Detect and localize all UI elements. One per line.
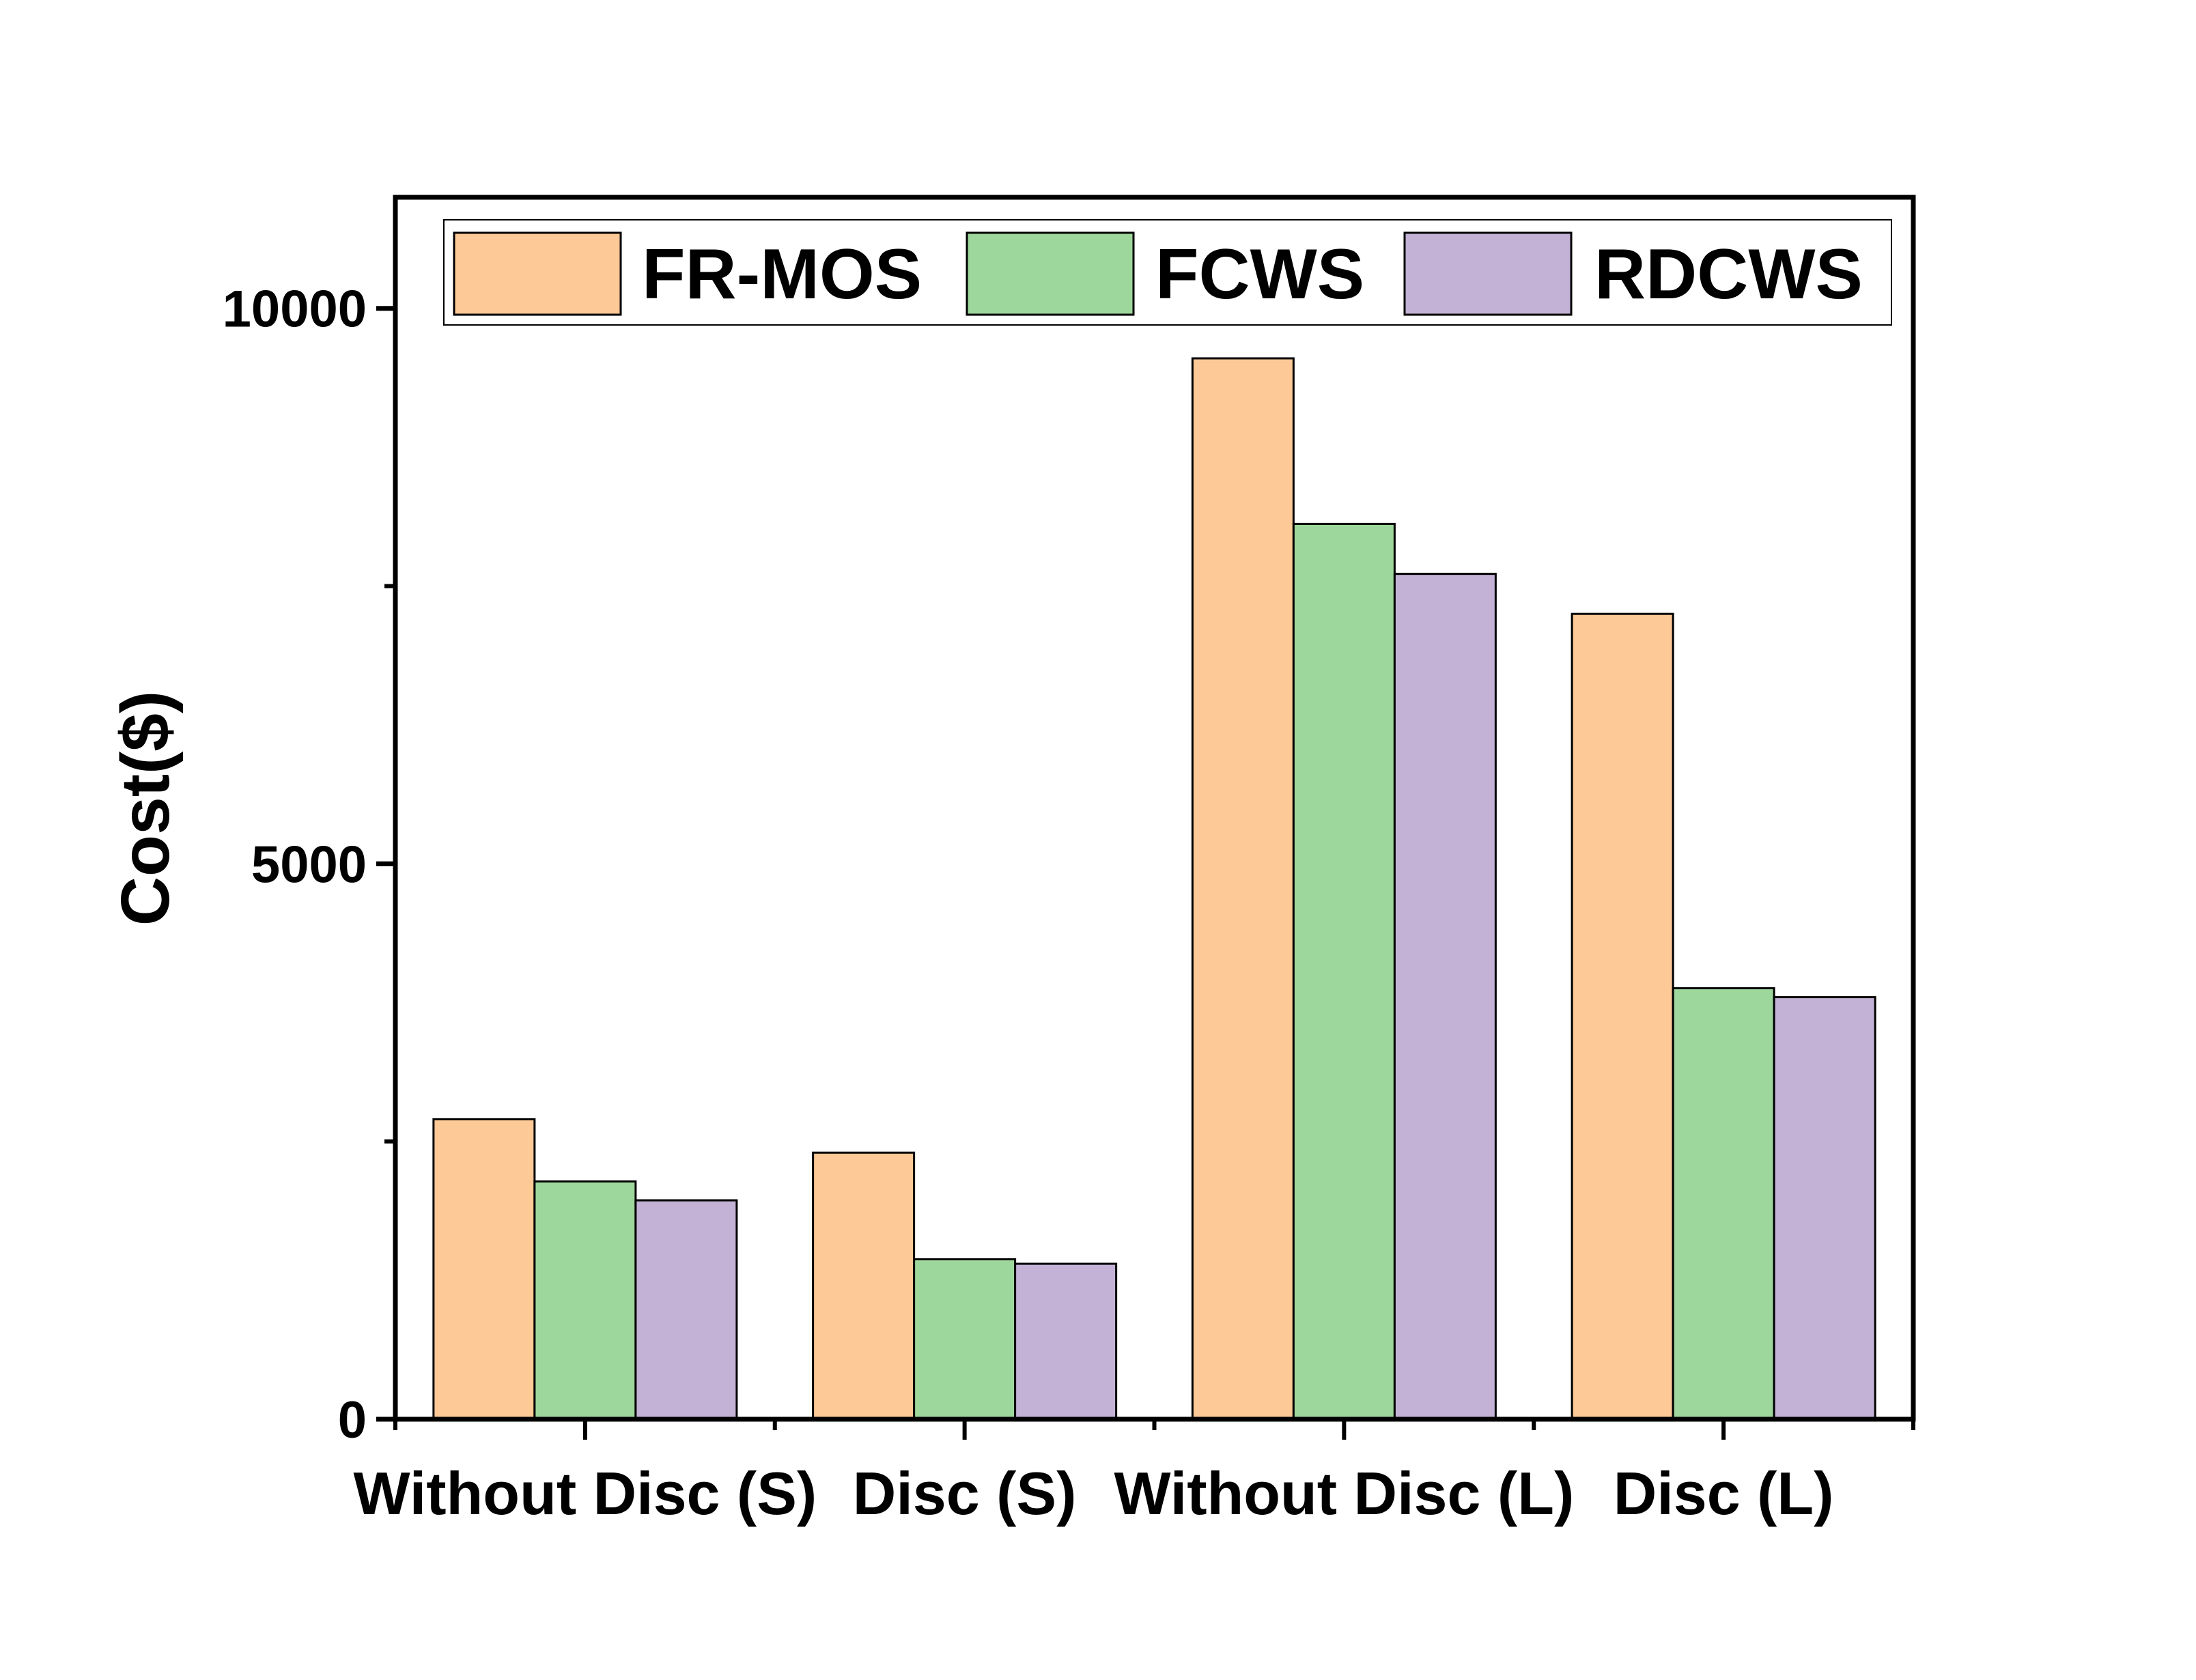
bar-fcws-3 [1292, 522, 1396, 1421]
x-tick-label: Without Disc (L) [1114, 1460, 1575, 1527]
bar-fcws-2 [913, 1258, 1017, 1421]
legend-label-rdcws: RDCWS [1594, 235, 1863, 314]
y-tick-label: 0 [338, 1391, 367, 1449]
y-axis-title: Cost($) [107, 691, 184, 926]
x-tick-label: Without Disc (S) [354, 1460, 817, 1527]
legend-swatch-fr-mos [453, 231, 622, 316]
y-tick-label: 5000 [251, 836, 367, 894]
legend-label-fr-mos: FR-MOS [642, 235, 922, 314]
legend-swatch-fcws [966, 231, 1135, 316]
bar-rdcws-3 [1393, 573, 1497, 1421]
bar-fr-mos-3 [1191, 357, 1295, 1421]
bars-layer [432, 357, 1876, 1421]
x-tick-label: Disc (S) [853, 1460, 1077, 1527]
bar-rdcws-1 [634, 1199, 738, 1421]
axes-layer: 0 5000 10000 Without Disc (S) Disc (S) Withou… [223, 281, 1915, 1527]
bar-fcws-4 [1672, 987, 1775, 1421]
x-tick-label: Disc (L) [1614, 1460, 1834, 1527]
bar-fr-mos-4 [1571, 612, 1674, 1421]
bar-rdcws-2 [1014, 1262, 1118, 1421]
legend-label-fcws: FCWS [1155, 235, 1364, 314]
bar-fr-mos-2 [812, 1151, 916, 1421]
bar-fcws-1 [533, 1180, 637, 1421]
legend: FR-MOS FCWS RDCWS [443, 219, 1892, 326]
legend-box [443, 219, 1892, 326]
y-tick-label: 10000 [223, 281, 367, 339]
bar-fr-mos-1 [432, 1118, 536, 1421]
legend-swatch-rdcws [1403, 231, 1573, 316]
bar-rdcws-4 [1773, 996, 1876, 1421]
